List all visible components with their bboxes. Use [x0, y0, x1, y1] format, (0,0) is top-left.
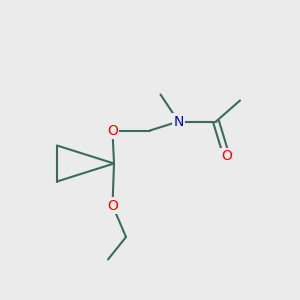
Text: O: O — [107, 124, 118, 137]
Text: O: O — [221, 149, 232, 163]
Text: N: N — [173, 115, 184, 128]
Text: O: O — [107, 199, 118, 212]
